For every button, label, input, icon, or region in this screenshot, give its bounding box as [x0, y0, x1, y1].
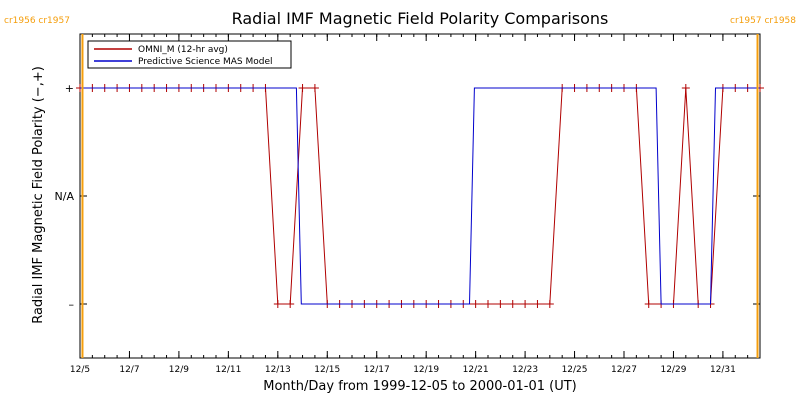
carrington-label: cr1956 cr1957: [4, 16, 70, 26]
y-tick-label: –: [69, 298, 75, 311]
x-tick-label: 12/31: [710, 365, 736, 375]
series-point-0: [484, 300, 492, 308]
series-point-0: [545, 300, 554, 308]
x-tick-label: 12/13: [265, 365, 291, 375]
series-point-0: [681, 84, 690, 92]
series-point-0: [298, 84, 307, 92]
series-point-0: [273, 300, 282, 308]
series-line-0: [80, 87, 760, 305]
x-tick-label: 12/19: [413, 365, 439, 375]
x-tick-label: 12/23: [512, 365, 538, 375]
plot-frame: [79, 33, 761, 359]
legend-label-mas: Predictive Science MAS Model: [138, 57, 273, 67]
series-point-0: [286, 300, 295, 308]
y-axis-label: Radial IMF Magnetic Field Polarity (−,+): [31, 66, 46, 324]
plot-area: 12/5 12/7 12/9 12/11 12/13 12/15 12/17 12/19 12/…: [4, 16, 796, 375]
x-tick-label: 12/9: [169, 365, 189, 375]
series-point-0: [521, 300, 530, 308]
legend-label-omni: OMNI_M (12-hr avg): [138, 45, 228, 55]
x-tick-label: 12/11: [215, 365, 241, 375]
x-tick-label: 12/21: [463, 365, 489, 375]
series-point-0: [471, 300, 480, 308]
y-tick-label: +: [65, 82, 74, 95]
x-axis-label: Month/Day from 1999-12-05 to 2000-01-01 …: [263, 379, 576, 394]
series-point-0: [508, 300, 517, 308]
legend-box: [87, 40, 292, 69]
x-tick-label: 12/15: [314, 365, 340, 375]
x-tick-label: 12/29: [660, 365, 686, 375]
series-point-0: [644, 300, 653, 308]
x-tick-label: 12/27: [611, 365, 637, 375]
series-line-1: [80, 87, 760, 305]
x-tick-label: 12/25: [562, 365, 588, 375]
y-tick-label: N/A: [55, 190, 75, 203]
series-point-0: [310, 84, 319, 92]
series-point-0: [533, 300, 542, 308]
carrington-label: cr1957 cr1958: [730, 16, 796, 26]
legend: OMNI_M (12-hr avg) Predictive Science MA…: [87, 40, 292, 69]
series-point-0: [496, 300, 505, 308]
x-tick-label: 12/17: [364, 365, 390, 375]
x-tick-label: 12/7: [119, 365, 139, 375]
x-tick-label: 12/5: [70, 365, 90, 375]
chart-title: Radial IMF Magnetic Field Polarity Compa…: [232, 9, 609, 28]
